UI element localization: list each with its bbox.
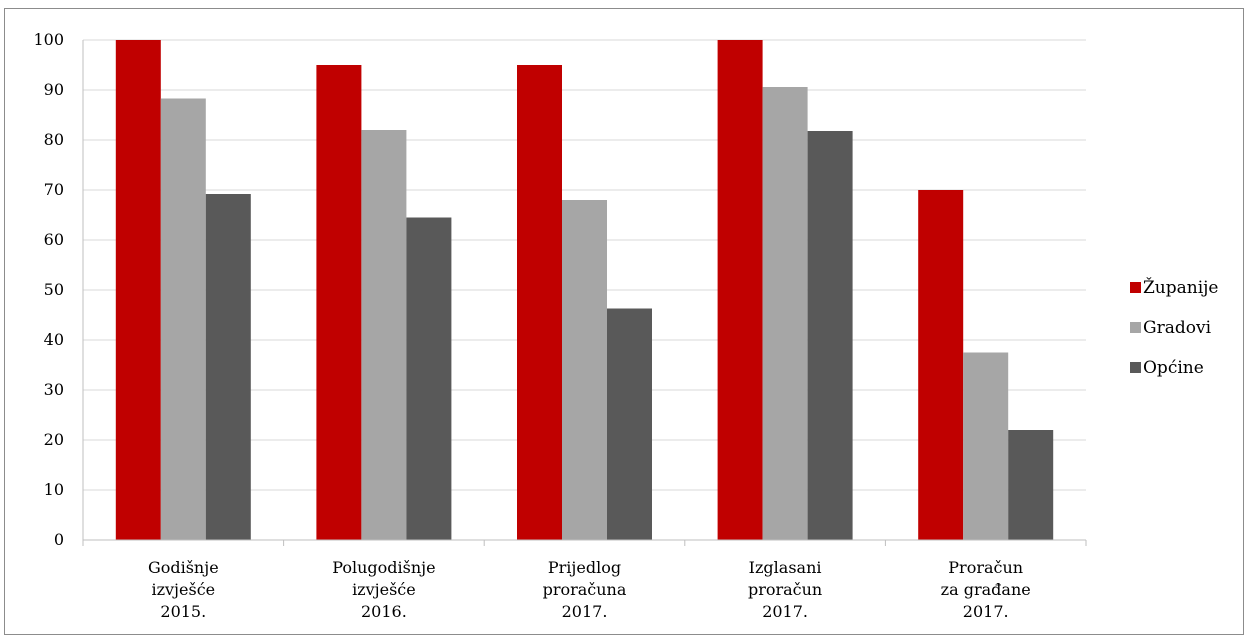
legend-swatch <box>1130 322 1141 333</box>
x-category-label-line: Polugodišnje <box>332 558 435 577</box>
bar-županije <box>115 40 161 540</box>
x-category-label-line: 2017. <box>762 602 808 621</box>
y-tick-label: 20 <box>44 430 64 449</box>
bar-županije <box>918 190 964 540</box>
x-category-label-line: Godišnje <box>148 558 219 577</box>
x-category-label-line: Prijedlog <box>548 558 621 577</box>
legend-label: Županije <box>1143 277 1219 298</box>
x-category-label-line: 2017. <box>562 602 608 621</box>
bar-gradovi <box>361 130 407 540</box>
x-category-label-line: izvješće <box>151 580 215 599</box>
x-category-label-line: Proračun <box>948 558 1023 577</box>
x-category-label-line: proračun <box>748 580 822 599</box>
legend-label: Općine <box>1143 358 1204 378</box>
x-category-label: Proračun za građane 2017. <box>941 558 1031 621</box>
bar-općine <box>607 308 652 540</box>
x-category-label-line: izvješće <box>352 580 416 599</box>
y-tick-label: 70 <box>44 180 64 199</box>
y-tick-label: 10 <box>44 480 64 499</box>
y-tick-label: 30 <box>44 380 64 399</box>
y-tick-label: 50 <box>44 280 64 299</box>
x-category-label-line: Izglasani <box>749 558 822 577</box>
x-category-label: Izglasani proračun 2017. <box>748 558 822 621</box>
bar-županije <box>316 65 362 540</box>
bar-županije <box>517 65 562 540</box>
x-category-label-line: 2016. <box>361 602 407 621</box>
bar-općine <box>1008 430 1054 540</box>
bar-gradovi <box>762 87 808 540</box>
x-category-label-line: za građane <box>941 580 1031 599</box>
y-tick-label: 100 <box>33 30 64 49</box>
legend: Županije Gradovi Općine <box>1130 277 1219 378</box>
axes <box>82 40 1087 546</box>
x-category-label-line: proračuna <box>543 580 627 599</box>
x-category-label-line: 2017. <box>963 602 1009 621</box>
legend-swatch <box>1130 362 1141 373</box>
bar-općine <box>406 217 452 540</box>
y-axis-ticks: 0 10 20 30 40 50 60 70 80 90 100 <box>33 30 64 549</box>
x-axis-categories: Godišnje izvješće 2015. Polugodišnje izvješć… <box>148 558 1031 621</box>
y-tick-label: 0 <box>54 530 64 549</box>
legend-label: Gradovi <box>1143 318 1212 338</box>
bar-gradovi <box>562 200 607 540</box>
x-category-label-line: 2015. <box>160 602 206 621</box>
legend-swatch <box>1130 282 1141 293</box>
bars <box>115 40 1054 540</box>
y-tick-label: 60 <box>44 230 64 249</box>
bar-županije <box>717 40 763 540</box>
x-category-label: Polugodišnje izvješće 2016. <box>332 558 435 621</box>
bar-gradovi <box>963 352 1009 540</box>
x-category-label: Prijedlog proračuna 2017. <box>543 558 627 621</box>
bar-gradovi <box>160 98 206 540</box>
y-tick-label: 80 <box>44 130 64 149</box>
y-tick-label: 40 <box>44 330 64 349</box>
bar-općine <box>807 131 853 540</box>
bar-općine <box>205 194 251 540</box>
x-category-label: Godišnje izvješće 2015. <box>148 558 219 621</box>
y-tick-label: 90 <box>44 80 64 99</box>
